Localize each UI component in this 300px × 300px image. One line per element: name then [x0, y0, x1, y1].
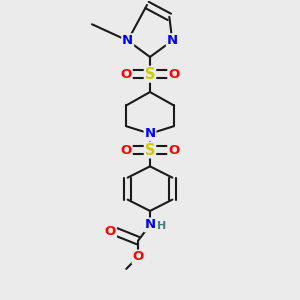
Text: N: N [144, 218, 156, 231]
Text: O: O [168, 68, 179, 81]
Text: O: O [105, 225, 116, 238]
Text: O: O [133, 250, 144, 263]
Text: N: N [167, 34, 178, 47]
Text: O: O [121, 143, 132, 157]
Text: H: H [157, 221, 166, 231]
Text: N: N [122, 34, 133, 47]
Text: S: S [145, 67, 155, 82]
Text: O: O [121, 68, 132, 81]
Text: N: N [144, 127, 156, 140]
Text: S: S [145, 142, 155, 158]
Text: O: O [168, 143, 179, 157]
